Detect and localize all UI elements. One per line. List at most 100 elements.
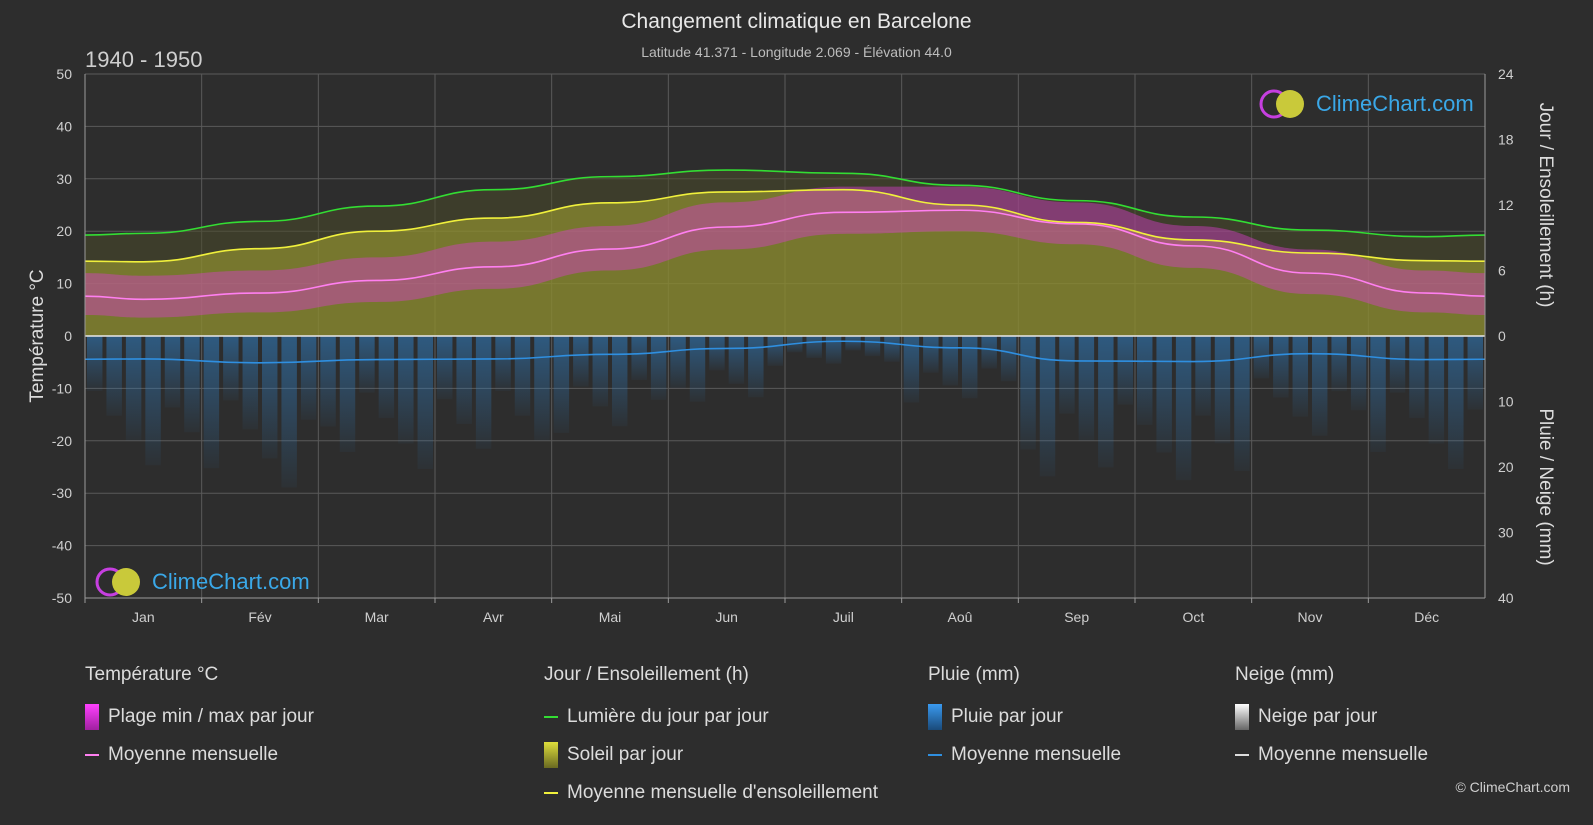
temp-mean-line	[84, 209, 1486, 301]
rain-bar	[1370, 336, 1386, 453]
rain-bar	[689, 336, 706, 402]
sunshine-mean-swatch	[544, 792, 558, 794]
rain-bar	[1098, 336, 1114, 468]
rain-bar	[398, 336, 414, 444]
legend-snow-title: Neige (mm)	[1235, 664, 1335, 685]
legend-snow-mean: Moyenne mensuelle	[1235, 736, 1428, 774]
legend-sunshine-mean: Moyenne mensuelle d'ensoleillement	[544, 774, 878, 812]
x-tick-label: Déc	[1414, 609, 1439, 625]
rain-bar	[923, 336, 939, 373]
x-tick-label: Jun	[715, 609, 738, 625]
rain-bar	[514, 336, 531, 416]
x-tick-label: Avr	[483, 609, 504, 625]
rain-bar	[1117, 336, 1133, 405]
legend-sunshine-label: Soleil par jour	[567, 744, 684, 765]
temp-range-band	[85, 186, 1485, 318]
y-left-tick-label: -20	[52, 433, 72, 449]
rain-bar	[475, 336, 492, 449]
copyright: © ClimeChart.com	[1455, 779, 1570, 795]
rain-bar	[125, 336, 142, 441]
legend-rain-daily: Pluie par jour	[928, 698, 1121, 736]
rain-bar	[339, 336, 356, 453]
rain-bar	[806, 336, 822, 359]
y-left-tick-label: -30	[52, 485, 72, 501]
rain-swatch	[928, 704, 942, 730]
rain-bar	[884, 336, 900, 362]
daylight-swatch	[544, 716, 558, 718]
rain-bar	[631, 336, 647, 381]
temp-mean-swatch	[85, 754, 99, 756]
chart-subtitle: Latitude 41.371 - Longitude 2.069 - Élév…	[641, 44, 952, 60]
y-left-tick-label: 30	[56, 171, 72, 187]
x-tick-label: Mai	[599, 609, 622, 625]
rain-bar	[242, 336, 258, 430]
daylight-line	[84, 169, 1486, 238]
legend-snow-daily: Neige par jour	[1235, 698, 1428, 736]
climate-chart: 50 40 30 20 10 0 -10 -20 -30 -40 -50 24 18 12 6 0 10 20 30…	[27, 66, 1556, 625]
legend-temp-range: Plage min / max par jour	[85, 698, 314, 736]
rain-bar	[1350, 336, 1367, 411]
y-right-top-tick-label: 6	[1498, 263, 1506, 279]
legend-rain-title: Pluie (mm)	[928, 664, 1020, 685]
rain-bar	[845, 336, 861, 351]
legend-sunshine-mean-label: Moyenne mensuelle d'ensoleillement	[567, 782, 878, 803]
rain-bar	[670, 336, 686, 389]
legend-snow: Neige (mm) Neige par jour Moyenne mensue…	[1235, 664, 1428, 774]
x-tick-label: Sep	[1064, 609, 1089, 625]
sunshine-mean-line	[84, 188, 1486, 263]
temp-range-swatch	[85, 704, 99, 730]
legend-sunshine: Soleil par jour	[544, 736, 878, 774]
rain-bar	[767, 336, 783, 366]
rain-bar	[281, 336, 297, 488]
rain-bar	[495, 336, 511, 392]
legend-rain-mean: Moyenne mensuelle	[928, 736, 1121, 774]
rain-bar	[592, 336, 608, 407]
rain-bar	[573, 336, 589, 387]
y-right-top-title: Jour / Ensoleillement (h)	[1535, 103, 1556, 308]
y-left-tick-label: 50	[56, 66, 72, 82]
rain-bar	[1059, 336, 1075, 414]
rain-bar	[378, 336, 395, 419]
y-right-bottom-tick-label: 40	[1498, 590, 1514, 606]
rain-bar	[1389, 336, 1406, 393]
rain-bar	[359, 336, 375, 393]
rain-bar	[1428, 336, 1445, 444]
rain-bar	[1331, 336, 1347, 392]
rain-bar	[417, 336, 433, 469]
x-tick-label: Aoû	[948, 609, 973, 625]
rain-bar	[553, 336, 570, 433]
rain-bar	[748, 336, 764, 398]
legend-snow-mean-label: Moyenne mensuelle	[1258, 744, 1429, 765]
rain-bar	[534, 336, 550, 441]
rain-bar	[1156, 336, 1172, 453]
snow-mean-swatch	[1235, 754, 1249, 756]
x-tick-label: Fév	[248, 609, 271, 625]
y-right-bottom-tick-label: 30	[1498, 525, 1514, 541]
rain-bar	[962, 336, 978, 399]
legend-rain: Pluie (mm) Pluie par jour Moyenne mensue…	[928, 664, 1121, 774]
y-left-tick-label: 20	[56, 223, 72, 239]
rain-bar	[87, 336, 103, 392]
legend-sun: Jour / Ensoleillement (h) Lumière du jou…	[544, 664, 878, 812]
x-tick-label: Juil	[833, 609, 854, 625]
legend-rain-mean-label: Moyenne mensuelle	[951, 744, 1122, 765]
rain-bar	[1467, 336, 1483, 410]
rain-bar	[1039, 336, 1056, 477]
rain-bar	[1234, 336, 1250, 471]
y-left-title: Température °C	[27, 269, 48, 402]
chart-title: Changement climatique en Barcelone	[621, 10, 972, 33]
legend-sun-title: Jour / Ensoleillement (h)	[544, 664, 749, 685]
snow-swatch	[1235, 704, 1249, 730]
y-left-tick-label: -40	[52, 538, 72, 554]
brand-logo-top[interactable]: ClimeChart.com	[1258, 88, 1474, 120]
rain-mean-line	[84, 340, 1486, 364]
legend-snow-daily-label: Neige par jour	[1258, 706, 1378, 727]
y-right-top-tick-label: 12	[1498, 197, 1514, 213]
y-right-top-tick-label: 24	[1498, 66, 1514, 82]
brand-logo-bottom[interactable]: ClimeChart.com	[94, 566, 310, 598]
rain-bar	[456, 336, 472, 425]
y-left-tick-label: 40	[56, 118, 72, 134]
rain-bar	[1448, 336, 1464, 469]
rain-bar	[1214, 336, 1231, 444]
y-right-bottom-tick-label: 10	[1498, 394, 1514, 410]
